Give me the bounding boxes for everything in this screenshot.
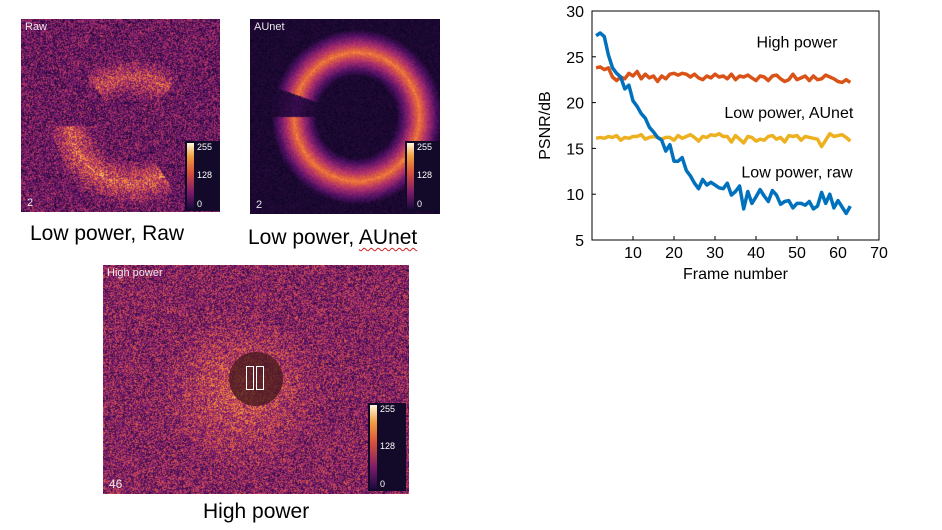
x-tick-label: 10	[624, 245, 642, 262]
aunet-corner-label: AUnet	[254, 21, 285, 33]
colorbar-min-label: 0	[380, 479, 386, 489]
series-label: High power	[757, 35, 839, 52]
raw-caption: Low power, Raw	[30, 222, 185, 245]
x-axis-label: Frame number	[683, 266, 789, 283]
raw-corner-label: Raw	[25, 21, 48, 33]
aunet-caption-word: AUnet	[358, 226, 418, 249]
high-power-colorbar: 255 128 0	[368, 403, 406, 491]
y-tick-label: 30	[566, 4, 584, 21]
raw-image-panel: Raw 2 255 128 0	[21, 19, 220, 212]
x-tick-label: 20	[665, 245, 683, 262]
x-tick-label: 30	[706, 245, 724, 262]
high-power-corner-label: High power	[107, 267, 163, 279]
high-power-caption: High power	[203, 500, 310, 523]
y-tick-label: 15	[566, 141, 584, 158]
x-tick-label: 60	[829, 245, 847, 262]
y-tick-label: 20	[566, 96, 584, 113]
colorbar-min-label: 0	[417, 199, 423, 209]
colorbar-max-label: 255	[380, 404, 396, 414]
series-line	[595, 131, 852, 149]
y-tick-label: 25	[566, 50, 584, 67]
colorbar-max-label: 255	[417, 142, 433, 152]
video-pause-button[interactable]	[229, 352, 283, 406]
colorbar-min-label: 0	[197, 199, 203, 209]
aunet-caption: Low power, AUnet	[248, 226, 417, 250]
series-line	[595, 31, 852, 216]
colorbar-mid-label: 128	[380, 441, 396, 451]
high-power-image-panel: High power 46 255 128 0	[103, 265, 409, 494]
x-tick-label: 50	[788, 245, 806, 262]
aunet-image-panel: AUnet 2 255 128 0	[250, 19, 440, 214]
aunet-frame-number: 2	[256, 199, 263, 211]
psnr-chart: 10 20 30 40 50 60 70 5 10 15 20 25 30 Frame number PSN…	[537, 4, 888, 283]
aunet-caption-prefix: Low power,	[248, 226, 359, 249]
y-tick-label: 5	[575, 233, 584, 250]
series-label: Low power, AUnet	[724, 105, 854, 122]
colorbar-max-label: 255	[197, 142, 213, 152]
aunet-colorbar: 255 128 0	[405, 141, 440, 211]
colorbar-mid-label: 128	[417, 170, 433, 180]
x-tick-label: 40	[747, 245, 765, 262]
raw-colorbar: 255 128 0	[185, 141, 220, 211]
plot-frame	[591, 10, 880, 241]
series-label: Low power, raw	[741, 165, 853, 182]
x-tick-label: 70	[870, 245, 888, 262]
raw-frame-number: 2	[27, 197, 34, 209]
y-tick-label: 10	[566, 187, 584, 204]
colorbar-mid-label: 128	[197, 170, 213, 180]
high-power-frame-number: 46	[109, 477, 123, 491]
y-axis-label: PSNR/dB	[537, 91, 554, 159]
series-line	[595, 65, 852, 85]
